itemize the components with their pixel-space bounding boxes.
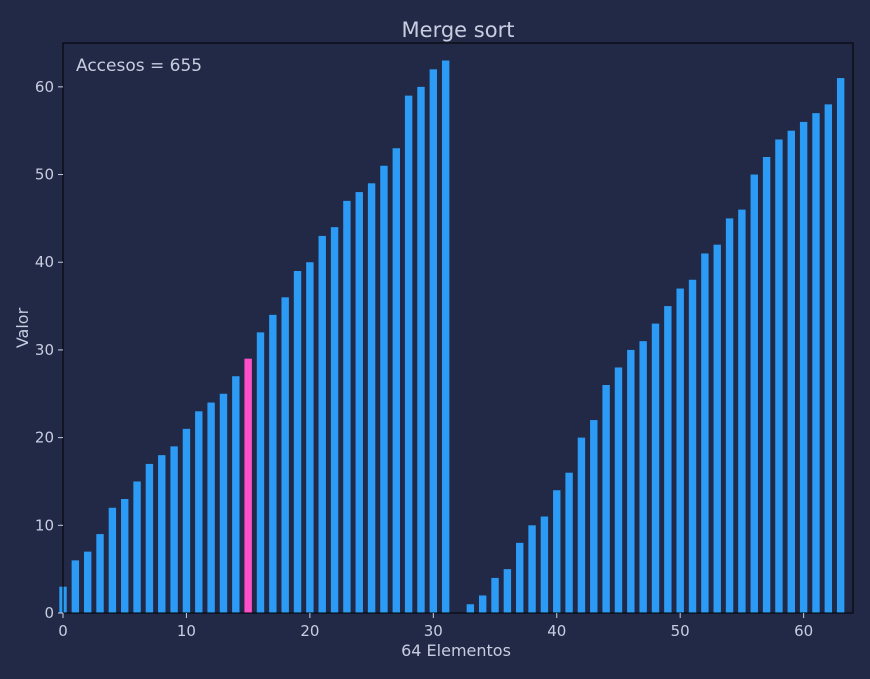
bar — [380, 165, 388, 613]
bar — [466, 604, 475, 613]
bar — [318, 235, 326, 614]
bar — [367, 183, 376, 613]
bar — [762, 157, 771, 613]
y-tick-label: 10 — [35, 516, 54, 534]
bar — [516, 542, 524, 613]
bar — [478, 595, 487, 613]
bar — [738, 209, 746, 613]
bar — [824, 104, 833, 613]
bar — [293, 271, 302, 613]
bar — [281, 297, 289, 613]
bar — [330, 227, 339, 613]
y-axis-label: Valor — [13, 307, 32, 348]
bar — [404, 95, 413, 614]
bar — [417, 86, 425, 614]
bar — [108, 507, 117, 613]
x-tick-label: 40 — [547, 622, 566, 640]
bar — [565, 472, 573, 613]
bar — [83, 551, 92, 613]
x-tick-label: 0 — [58, 622, 68, 640]
bar — [170, 446, 178, 613]
x-tick-label: 60 — [794, 622, 813, 640]
bar — [540, 516, 549, 613]
bar — [392, 148, 400, 614]
bar — [133, 481, 141, 613]
bar — [701, 253, 709, 613]
bar — [725, 218, 734, 613]
bar — [750, 174, 758, 614]
x-tick-label: 30 — [424, 622, 443, 640]
x-tick-label: 10 — [177, 622, 196, 640]
bar — [688, 279, 697, 613]
bar — [528, 525, 536, 613]
bar — [145, 463, 154, 613]
bar — [158, 455, 166, 613]
bar — [232, 376, 240, 613]
x-tick-label: 50 — [671, 622, 690, 640]
bar — [429, 69, 438, 613]
bar — [503, 569, 512, 613]
bar — [355, 192, 363, 613]
bar — [676, 288, 684, 613]
y-tick-label: 20 — [35, 429, 54, 447]
bar — [713, 244, 721, 613]
bar — [306, 262, 314, 613]
bar — [799, 121, 808, 614]
bar — [836, 78, 845, 613]
bar — [71, 560, 80, 613]
bar — [614, 367, 623, 613]
x-axis-ticks: 0 10 20 30 40 50 60 — [58, 613, 813, 640]
bar — [441, 60, 450, 614]
bar — [219, 393, 228, 613]
y-tick-label: 30 — [35, 341, 54, 359]
bar — [182, 428, 191, 613]
bar — [639, 341, 647, 613]
bar — [775, 139, 783, 613]
bar — [553, 490, 561, 613]
y-tick-label: 40 — [35, 253, 54, 271]
chart-title: Merge sort — [402, 18, 515, 42]
bar — [787, 130, 795, 613]
bar — [651, 323, 660, 613]
y-tick-label: 0 — [44, 604, 54, 622]
bar — [627, 349, 635, 613]
x-tick-label: 20 — [300, 622, 319, 640]
bar — [256, 332, 265, 613]
bar — [207, 402, 215, 613]
bar — [343, 200, 351, 613]
bar — [96, 534, 104, 613]
bar — [121, 499, 129, 613]
bar — [602, 385, 610, 613]
bar — [664, 306, 672, 613]
y-axis-ticks: 0 10 20 30 40 50 60 — [35, 78, 63, 622]
y-tick-label: 50 — [35, 166, 54, 184]
bar — [812, 113, 820, 614]
accesses-annotation: Accesos = 655 — [76, 56, 202, 76]
x-axis-label: 64 Elementos — [401, 641, 511, 660]
bar — [269, 314, 277, 613]
y-tick-label: 60 — [35, 78, 54, 96]
bar — [590, 420, 598, 613]
bar — [244, 358, 252, 613]
bar — [577, 437, 586, 613]
bars-group — [59, 60, 845, 614]
bar — [195, 411, 203, 613]
bar — [491, 577, 499, 613]
plot-frame — [62, 42, 854, 614]
